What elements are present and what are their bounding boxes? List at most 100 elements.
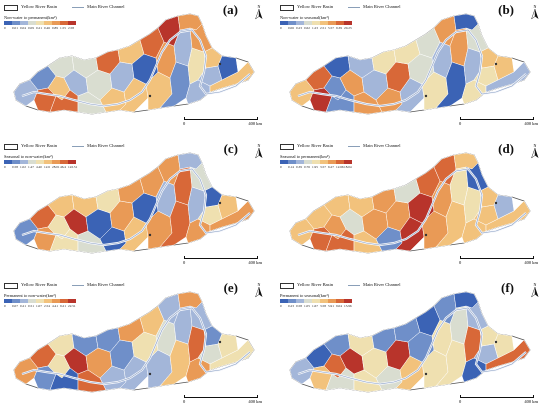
- north-arrow-icon: N: [255, 4, 263, 20]
- color-scale-tick: 3.58: [320, 304, 326, 308]
- north-arrow-icon: N: [255, 282, 263, 298]
- panel-label: (c): [223, 141, 238, 156]
- color-scale-swatch: [44, 299, 52, 303]
- color-scale-swatch: [304, 160, 312, 164]
- panel-label: (a): [222, 2, 238, 17]
- city-marker: [424, 233, 428, 237]
- basin-swatch: [280, 4, 294, 11]
- main-river-line: [21, 307, 251, 385]
- main-river-line: [297, 168, 527, 246]
- color-scale-swatch: [52, 299, 60, 303]
- color-scale-tick: 0: [280, 26, 282, 30]
- north-arrow-icon: N: [531, 143, 539, 159]
- main-river-line: [21, 168, 251, 246]
- color-scale-tick: 1.55: [60, 26, 66, 30]
- sub-basin-region: [217, 194, 239, 220]
- legend-basin-row: Yellow River Basin Main River Channel: [280, 282, 401, 289]
- color-scale-swatch: [288, 299, 296, 303]
- legend-basin-label: Yellow River Basin: [297, 4, 334, 10]
- color-scale-ticks: 0 0.06 0.23 0.62 1.23 2.51 5.57 9.39 20.23: [280, 26, 352, 30]
- legend-basin-label: Yellow River Basin: [297, 143, 334, 149]
- scale-start-label: 0: [183, 260, 186, 265]
- main-river-line: [21, 29, 251, 107]
- map-panel-b: Yellow River Basin Main River Channel No…: [276, 0, 550, 139]
- color-scale-title: Non-water to seasonal(km²): [280, 15, 330, 20]
- basin-map: [289, 13, 531, 115]
- panel-label: (d): [498, 141, 514, 156]
- color-scale-tick: 0.51: [28, 304, 34, 308]
- color-scale-ticks: 0 0.01 0.04 0.09 0.21 0.46 0.89 1.55 2.58: [4, 26, 76, 30]
- color-scale-tick: 6.27: [328, 165, 334, 169]
- legend-river-label: Main River Channel: [87, 282, 125, 288]
- city-marker: [424, 372, 428, 376]
- north-arrow-icon: N: [531, 282, 539, 298]
- legend-basin-label: Yellow River Basin: [21, 282, 58, 288]
- color-scale-swatch: [344, 160, 352, 164]
- color-scale-swatch: [328, 299, 336, 303]
- color-scale-swatch: [344, 299, 352, 303]
- color-scale-swatch: [44, 160, 52, 164]
- color-scale-tick: 12.66: [336, 165, 344, 169]
- color-scale-swatch: [296, 160, 304, 164]
- scale-end-label: 400 km: [524, 399, 538, 404]
- color-scale-tick: 0: [4, 165, 6, 169]
- basin-swatch: [280, 143, 294, 150]
- basin-swatch: [280, 282, 294, 289]
- color-scale-swatch: [20, 299, 28, 303]
- color-scale-tick: 46.4: [60, 165, 66, 169]
- color-scale-swatch: [68, 21, 76, 25]
- color-scale-ticks: 0 0.23 0.58 1.05 1.67 3.58 5.91 9.04 13.96: [280, 304, 352, 308]
- color-scale-swatch: [12, 21, 20, 25]
- color-scale-swatch: [328, 160, 336, 164]
- color-scale-swatch: [60, 160, 68, 164]
- color-scale-swatch: [60, 299, 68, 303]
- scale-start-label: 0: [183, 121, 186, 126]
- main-river-line: [297, 29, 527, 107]
- color-scale-title: Permanent to non-water(km²): [4, 293, 57, 298]
- color-scale-tick: 0.46: [44, 26, 50, 30]
- legend-river-label: Main River Channel: [363, 4, 401, 10]
- basin-map: [13, 291, 255, 393]
- scale-end-label: 400 km: [248, 399, 262, 404]
- color-scale-swatch: [296, 21, 304, 25]
- city-marker: [494, 340, 498, 344]
- color-scale-ticks: 0 0.14 0.39 0.76 1.95 3.57 6.27 12.66 18.04: [280, 165, 352, 169]
- legend-river-label: Main River Channel: [87, 4, 125, 10]
- main-river-line: [297, 307, 527, 385]
- color-scale-tick: 0.39: [296, 165, 302, 169]
- color-scale-tick: 9.39: [336, 26, 342, 30]
- color-scale-tick: 4.40: [36, 165, 42, 169]
- north-label: N: [258, 282, 261, 287]
- color-scale-tick: 0.04: [20, 26, 26, 30]
- color-scale-tick: 0: [280, 165, 282, 169]
- basin-swatch: [4, 143, 18, 150]
- color-scale-tick: 0.21: [20, 304, 26, 308]
- color-scale-tick: 9.04: [336, 304, 342, 308]
- color-scale-tick: 0.01: [12, 26, 18, 30]
- color-scale-tick: 1.07: [36, 304, 42, 308]
- distance-scale-bar: 0 400 km: [183, 117, 262, 127]
- basin-map: [13, 152, 255, 254]
- color-scale-swatch: [312, 21, 320, 25]
- color-scale-tick: 122.51: [68, 165, 78, 169]
- panel-label: (f): [501, 280, 514, 295]
- distance-scale-bar: 0 400 km: [459, 117, 538, 127]
- color-scale-tick: 3.57: [320, 165, 326, 169]
- basin-map: [289, 152, 531, 254]
- color-scale-ticks: 0 0.58 1.02 1.47 4.40 12.6 28.01 46.4 122.51: [4, 165, 78, 169]
- color-scale-tick: 0.58: [12, 165, 18, 169]
- river-swatch: [72, 7, 85, 8]
- color-scale-swatch: [4, 160, 12, 164]
- color-scale-tick: 20.23: [344, 26, 352, 30]
- color-scale-title: Non-water to permanent(km²): [4, 15, 57, 20]
- legend-basin-label: Yellow River Basin: [21, 143, 58, 149]
- legend-basin-row: Yellow River Basin Main River Channel: [4, 4, 125, 11]
- color-scale-tick: 22.51: [68, 304, 76, 308]
- legend-basin-label: Yellow River Basin: [21, 4, 58, 10]
- city-marker: [148, 372, 152, 376]
- scale-end-label: 400 km: [524, 260, 538, 265]
- color-scale-tick: 1.47: [28, 165, 34, 169]
- color-scale-bar: [280, 160, 352, 164]
- color-scale-bar: [4, 160, 76, 164]
